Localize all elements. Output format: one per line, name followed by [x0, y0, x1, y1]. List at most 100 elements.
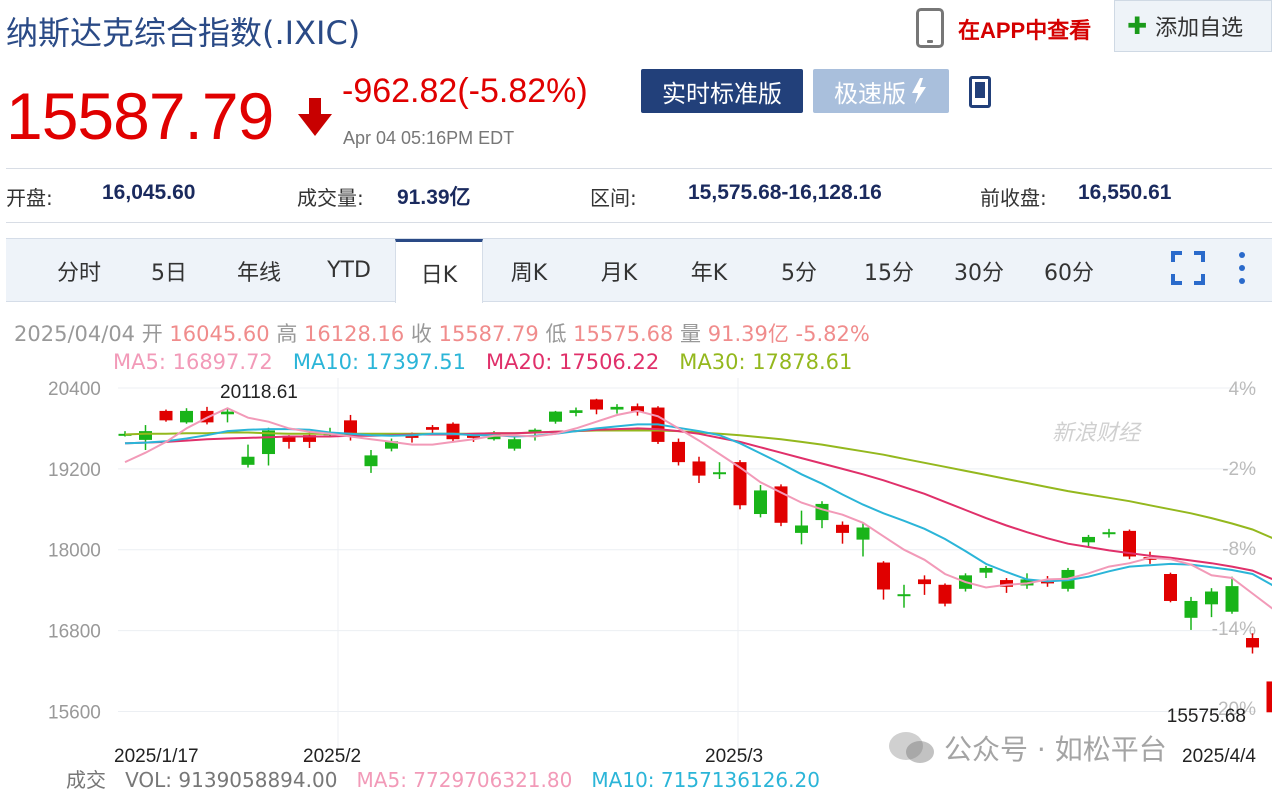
candle-body: [1164, 574, 1177, 601]
ohlc-pct: -5.82%: [795, 322, 870, 346]
candle-body: [344, 420, 357, 436]
add-watchlist-label: 添加自选: [1155, 16, 1244, 41]
tab-15min[interactable]: 15分: [864, 260, 914, 286]
candle-body: [508, 439, 521, 449]
divider: [6, 222, 1272, 223]
open-label: 开盘:: [6, 186, 53, 210]
candle-body: [139, 431, 152, 440]
tab-5min[interactable]: 5分: [781, 260, 817, 286]
y-tick-label: 20400: [48, 379, 101, 400]
candle-body: [631, 406, 644, 413]
candle-body: [180, 410, 193, 423]
candle-body: [1000, 580, 1013, 587]
ohlc-close: 15587.79: [438, 322, 539, 346]
fast-version-button[interactable]: 极速版: [813, 69, 949, 113]
mobile-icon[interactable]: [969, 76, 991, 108]
period-tab-bar: 分时 5日 年线 YTD 日K 周K 月K 年K 5分 15分 30分 60分: [6, 238, 1272, 303]
vol-label: 量: [680, 322, 702, 346]
sina-watermark: 新浪财经: [1052, 421, 1142, 446]
fullscreen-icon[interactable]: [1170, 250, 1206, 286]
phone-icon[interactable]: [916, 8, 944, 48]
pct-tick-label: -8%: [1222, 539, 1256, 560]
more-options-icon[interactable]: [1232, 250, 1252, 286]
candle-body: [1205, 591, 1218, 605]
ma-legend: MA5: 16897.72 MA10: 17397.51 MA20: 17506…: [113, 350, 852, 374]
ma20-legend: MA20: 17506.22: [486, 350, 660, 374]
add-watchlist-button[interactable]: ✚ 添加自选: [1114, 0, 1272, 52]
candle-body: [1184, 600, 1198, 618]
low-label: 低: [545, 322, 567, 346]
tab-yearline[interactable]: 年线: [236, 260, 281, 286]
tab-monthly-k[interactable]: 月K: [600, 260, 638, 286]
volume-legend: 成交 VOL: 9139058894.00 MA5: 7729706321.80…: [66, 764, 820, 793]
fast-version-label: 极速版: [834, 79, 906, 108]
tab-5day[interactable]: 5日: [151, 260, 187, 286]
candle-body: [1225, 586, 1239, 612]
x-tick-label: 2025/3: [705, 746, 763, 764]
candle-body: [897, 594, 911, 597]
down-arrow-icon: [298, 98, 332, 136]
candle-body: [221, 411, 234, 415]
tab-weekly-k[interactable]: 周K: [510, 260, 548, 286]
candle-body: [385, 441, 398, 449]
candle-body: [836, 524, 849, 533]
tab-30min[interactable]: 30分: [954, 260, 1004, 286]
prev-close-value: 16,550.61: [1078, 181, 1172, 204]
candle-body: [159, 410, 173, 421]
y-tick-label: 19200: [48, 460, 101, 481]
x-tick-label: 2025/4/4: [1182, 746, 1256, 764]
ohlc-vol: 91.39亿: [707, 322, 789, 346]
open-label: 开: [141, 322, 163, 346]
candle-body: [713, 472, 726, 475]
ma5-legend: MA5: 16897.72: [113, 350, 273, 374]
tab-60min[interactable]: 60分: [1044, 260, 1094, 286]
ma20-line: [124, 427, 1272, 581]
candle-body: [569, 410, 583, 413]
page-title: 纳斯达克综合指数(.IXIC): [6, 14, 361, 52]
candlestick-chart[interactable]: 20400 19200 18000 16800 15600 4% -2% -8% -14% -20…: [0, 370, 1272, 764]
tab-daily-k[interactable]: 日K: [395, 239, 483, 303]
candle-body: [1102, 532, 1116, 535]
view-in-app-link[interactable]: 在APP中查看: [958, 18, 1092, 43]
open-value: 16,045.60: [102, 181, 196, 204]
ohlc-date: 2025/04/04: [14, 322, 136, 346]
candle-body: [467, 435, 480, 438]
candle-body: [1123, 530, 1136, 557]
candle-body: [672, 441, 685, 463]
tab-ytd[interactable]: YTD: [327, 258, 371, 283]
realtime-standard-button[interactable]: 实时标准版: [641, 69, 803, 113]
volume-label: 成交量:: [297, 186, 364, 210]
tab-yearly-k[interactable]: 年K: [690, 260, 728, 286]
candle-body: [1246, 638, 1259, 648]
candle-body: [426, 427, 439, 430]
candle-body: [692, 461, 706, 476]
quote-timestamp: Apr 04 05:16PM EDT: [343, 128, 515, 148]
tab-intraday[interactable]: 分时: [56, 260, 101, 286]
candle-body: [282, 435, 296, 442]
candle-body: [856, 527, 870, 540]
ma30-line: [124, 429, 1272, 539]
vol-ma10: MA10: 7157136126.20: [591, 768, 820, 792]
candle-body: [815, 503, 829, 521]
lightning-icon: [912, 78, 926, 104]
ma10-line: [124, 423, 1272, 587]
candle-body: [118, 433, 132, 436]
current-price: 15587.79: [6, 79, 274, 153]
candle-body: [795, 525, 808, 533]
candle-body: [877, 562, 890, 590]
ohlc-open: 16045.60: [169, 322, 270, 346]
candle-body: [303, 435, 316, 442]
candle-body: [938, 584, 952, 604]
high-label: 高: [276, 322, 298, 346]
pct-tick-label: -14%: [1212, 619, 1256, 640]
prev-close-label: 前收盘:: [980, 186, 1047, 210]
candle-body: [610, 406, 624, 410]
candle-body: [1041, 581, 1054, 584]
candle-body: [590, 399, 603, 410]
vol-ma5: MA5: 7729706321.80: [356, 768, 573, 792]
close-label: 收: [410, 322, 432, 346]
candle-body: [241, 456, 255, 465]
ohlc-low: 15575.68: [573, 322, 674, 346]
candle-body: [979, 567, 993, 573]
wechat-icon: [889, 732, 934, 763]
